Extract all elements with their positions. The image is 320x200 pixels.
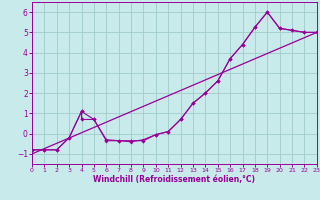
- X-axis label: Windchill (Refroidissement éolien,°C): Windchill (Refroidissement éolien,°C): [93, 175, 255, 184]
